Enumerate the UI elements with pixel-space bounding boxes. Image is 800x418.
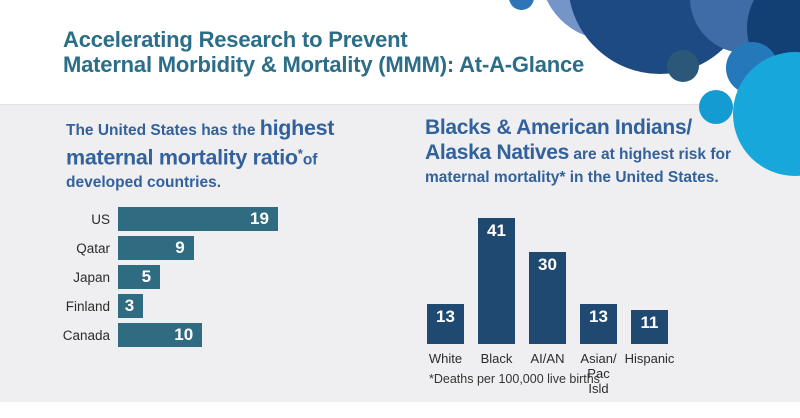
country-row: Finland 3	[0, 294, 340, 318]
page-title-line1: Accelerating Research to Prevent	[63, 27, 408, 52]
page-title-line2: Maternal Morbidity & Mortality (MMM): At…	[63, 52, 585, 77]
country-row: US 19	[0, 207, 340, 231]
left-headline-asterisk: *	[297, 146, 303, 161]
country-label: Japan	[73, 269, 110, 285]
bar-value-label: 3	[124, 296, 135, 315]
country-label: Qatar	[76, 240, 110, 256]
race-chart: 13 41 30 13 11 White Black AI/AN Asian/ Pac Isl…	[427, 214, 675, 396]
left-headline-lead: The United States has the	[66, 122, 260, 139]
country-row: Qatar 9	[0, 236, 340, 260]
race-bar: 30	[529, 251, 566, 344]
right-headline-highlight2: Alaska Natives	[425, 141, 570, 164]
right-headline-rest1: are at highest risk for	[569, 146, 732, 163]
race-label-text: Black	[480, 351, 513, 366]
race-label-text: White	[428, 351, 463, 366]
country-label: Canada	[62, 327, 110, 343]
race-chart-labels: White Black AI/AN Asian/ Pac Isld Hispanic	[427, 351, 675, 396]
race-bar: 13	[580, 304, 617, 344]
country-bar: 19	[118, 207, 278, 231]
bar-value-label: 30	[538, 254, 557, 274]
right-headline-highlight1: Blacks & American Indians/	[425, 116, 692, 139]
race-label: Hispanic	[625, 351, 675, 396]
left-headline-tail: developed countries.	[66, 174, 222, 192]
bar-value-label: 5	[141, 267, 152, 286]
country-label: US	[91, 211, 110, 227]
race-label: Asian/ Pac Isld	[580, 351, 617, 396]
bar-value-label: 13	[436, 307, 455, 327]
race-bar: 41	[478, 218, 515, 344]
chart-footnote: *Deaths per 100,000 live births	[429, 372, 600, 386]
left-headline-of: of	[302, 151, 318, 169]
page-title: Accelerating Research to Prevent Materna…	[63, 27, 584, 77]
country-bar: 9	[118, 236, 194, 260]
race-label-text: Asian/ Pac Isld	[580, 351, 617, 396]
bar-value-label: 10	[174, 325, 194, 344]
country-row: Canada 10	[0, 323, 340, 347]
race-chart-bars: 13 41 30 13 11	[427, 214, 668, 344]
country-chart: US 19 Qatar 9 Japan 5 Finland 3 Canada 10	[0, 207, 340, 352]
country-bar: 10	[118, 323, 203, 347]
country-bar: 3	[118, 294, 144, 318]
race-bar: 11	[631, 310, 668, 344]
bar-value-label: 9	[175, 238, 185, 257]
left-headline-highlight1: highest	[259, 116, 335, 140]
left-headline: The United States has the highest matern…	[66, 117, 396, 194]
country-bar: 5	[118, 265, 161, 289]
country-label: Finland	[65, 298, 110, 314]
race-label: White	[427, 351, 464, 396]
right-headline-rest2: maternal mortality* in the United States…	[425, 169, 719, 186]
race-label-text: Hispanic	[624, 351, 675, 366]
race-bar: 13	[427, 304, 464, 344]
bar-value-label: 41	[487, 221, 506, 241]
country-row: Japan 5	[0, 265, 340, 289]
race-label-text: AI/AN	[530, 351, 565, 366]
left-headline-highlight2: maternal mortality ratio	[66, 145, 298, 170]
right-headline: Blacks & American Indians/ Alaska Native…	[425, 116, 785, 189]
race-label: Black	[478, 351, 515, 396]
bar-value-label: 11	[640, 313, 659, 333]
bar-value-label: 19	[250, 209, 269, 228]
bar-value-label: 13	[589, 307, 608, 327]
race-label: AI/AN	[529, 351, 566, 396]
